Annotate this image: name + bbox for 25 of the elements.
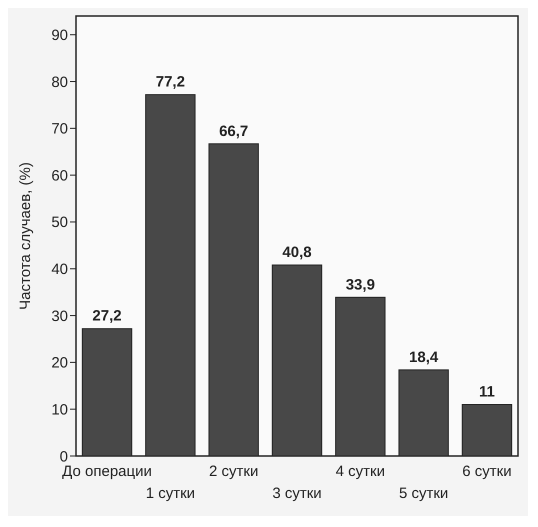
data-label: 33,9 xyxy=(346,276,375,294)
y-tick-label: 20 xyxy=(51,354,68,372)
x-tick-label: До операции xyxy=(62,463,152,480)
x-tick-label: 1 сутки xyxy=(146,485,196,502)
x-tick-label: 5 сутки xyxy=(398,485,448,502)
data-label: 27,2 xyxy=(92,308,122,325)
x-tick-label: 2 сутки xyxy=(209,463,258,480)
y-tick-label: 70 xyxy=(51,120,68,138)
data-label: 77,2 xyxy=(156,74,185,91)
data-label: 40,8 xyxy=(282,244,312,262)
x-tick-label: 6 сутки xyxy=(462,463,512,480)
y-tick-label: 50 xyxy=(51,214,68,232)
y-tick-label: 30 xyxy=(51,308,68,325)
data-label: 18,4 xyxy=(409,348,439,366)
x-tick-label: 3 сутки xyxy=(272,485,322,502)
x-tick-label: 4 сутки xyxy=(336,463,385,480)
y-tick-label: 10 xyxy=(51,401,68,418)
data-label: 66,7 xyxy=(219,122,248,140)
y-tick-label: 90 xyxy=(51,26,68,44)
data-label: 11 xyxy=(479,384,495,401)
y-tick-label: 0 xyxy=(60,448,68,466)
y-axis-title: Частота случаев, (%) xyxy=(17,162,34,310)
y-tick-label: 40 xyxy=(51,261,68,278)
y-tick-label: 60 xyxy=(51,167,68,184)
y-tick-label: 80 xyxy=(51,74,68,91)
